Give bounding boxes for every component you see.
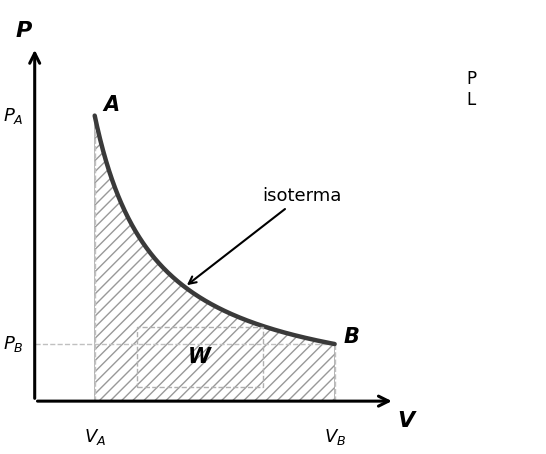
Text: P: P [16, 21, 32, 41]
Text: $P_B$: $P_B$ [3, 334, 24, 354]
Text: W: W [188, 347, 211, 367]
Text: isoterma: isoterma [189, 187, 342, 284]
Text: P
L: P L [467, 70, 477, 109]
Text: V: V [397, 411, 415, 431]
Text: $V_A$: $V_A$ [84, 427, 106, 447]
Bar [136, 327, 263, 387]
Text: B: B [343, 327, 359, 347]
Text: $V_B$: $V_B$ [324, 427, 346, 447]
Text: A: A [103, 95, 120, 115]
Text: $P_A$: $P_A$ [3, 106, 24, 126]
